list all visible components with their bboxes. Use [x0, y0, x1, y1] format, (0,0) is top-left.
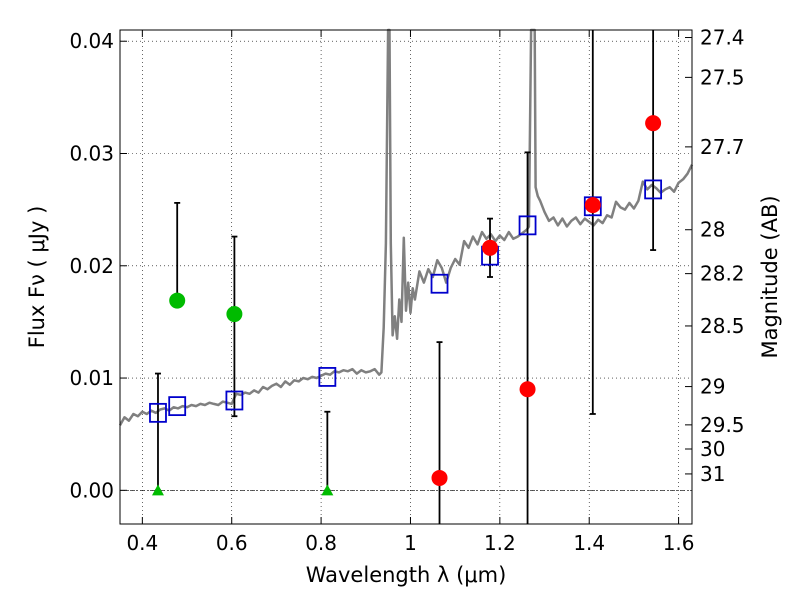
y-tick-label: 0.01: [69, 366, 114, 390]
plot-frame: [119, 29, 693, 525]
model-square-marker: [149, 402, 167, 423]
model-square-marker: [644, 179, 663, 200]
model-square-marker: [225, 390, 244, 411]
green-triangle-marker: [321, 484, 334, 496]
x-tick-label: 1: [404, 531, 417, 555]
y2-tick-label: 28.2: [700, 262, 745, 286]
y2-tick-label: 28.5: [700, 314, 745, 338]
y2-tick-label: 29: [700, 375, 725, 399]
red-circle-marker: [519, 381, 536, 398]
y2-tick-label: 29.5: [700, 413, 745, 437]
y-axis-label: Flux Fν ( μJy ): [25, 206, 49, 349]
y-tick-label: 0.04: [69, 29, 114, 53]
y2-tick-label: 27.7: [700, 135, 745, 159]
y-tick-label: 0.00: [69, 478, 114, 502]
x-tick-label: 0.6: [216, 531, 248, 555]
x-tick-label: 1.6: [663, 531, 695, 555]
red-circle-marker: [431, 469, 448, 486]
x-tick-label: 0.8: [305, 531, 337, 555]
x-tick-label: 1.4: [573, 531, 605, 555]
red-circle-marker: [584, 197, 601, 214]
y-tick-label: 0.03: [69, 142, 114, 166]
x-axis-label: Wavelength λ (μm): [306, 563, 507, 587]
grid-lines: [120, 30, 692, 524]
y2-tick-label: 27.5: [700, 65, 745, 89]
y-tick-label: 0.02: [69, 254, 114, 278]
green-circle-marker: [169, 292, 186, 309]
data-markers: [149, 115, 663, 496]
x-tick-label: 0.4: [126, 531, 158, 555]
y2-tick-label: 28: [700, 218, 725, 242]
model-square-marker: [430, 273, 449, 294]
model-square-marker: [168, 396, 187, 417]
y2-tick-label: 30: [700, 437, 725, 461]
spectrum-curve: [118, 28, 694, 426]
y2-axis-label: Magnitude (AB): [758, 195, 782, 358]
red-circle-marker: [645, 115, 662, 132]
model-square-marker: [318, 367, 337, 387]
red-circle-marker: [482, 239, 499, 256]
green-triangle-marker: [151, 484, 164, 496]
y2-tick-label: 31: [700, 462, 725, 486]
green-circle-marker: [226, 306, 243, 323]
model-square-marker: [518, 215, 537, 236]
x-tick-label: 1.2: [484, 531, 516, 555]
y2-tick-label: 27.4: [700, 26, 745, 50]
spectrum-line: [118, 28, 694, 426]
axis-ticks: [120, 30, 692, 524]
tick-labels: 0.4 0.6 0.8 1 1.2 1.4 1.6 0.00 0.01 0.02 0.03 0.04 2…: [69, 26, 744, 555]
